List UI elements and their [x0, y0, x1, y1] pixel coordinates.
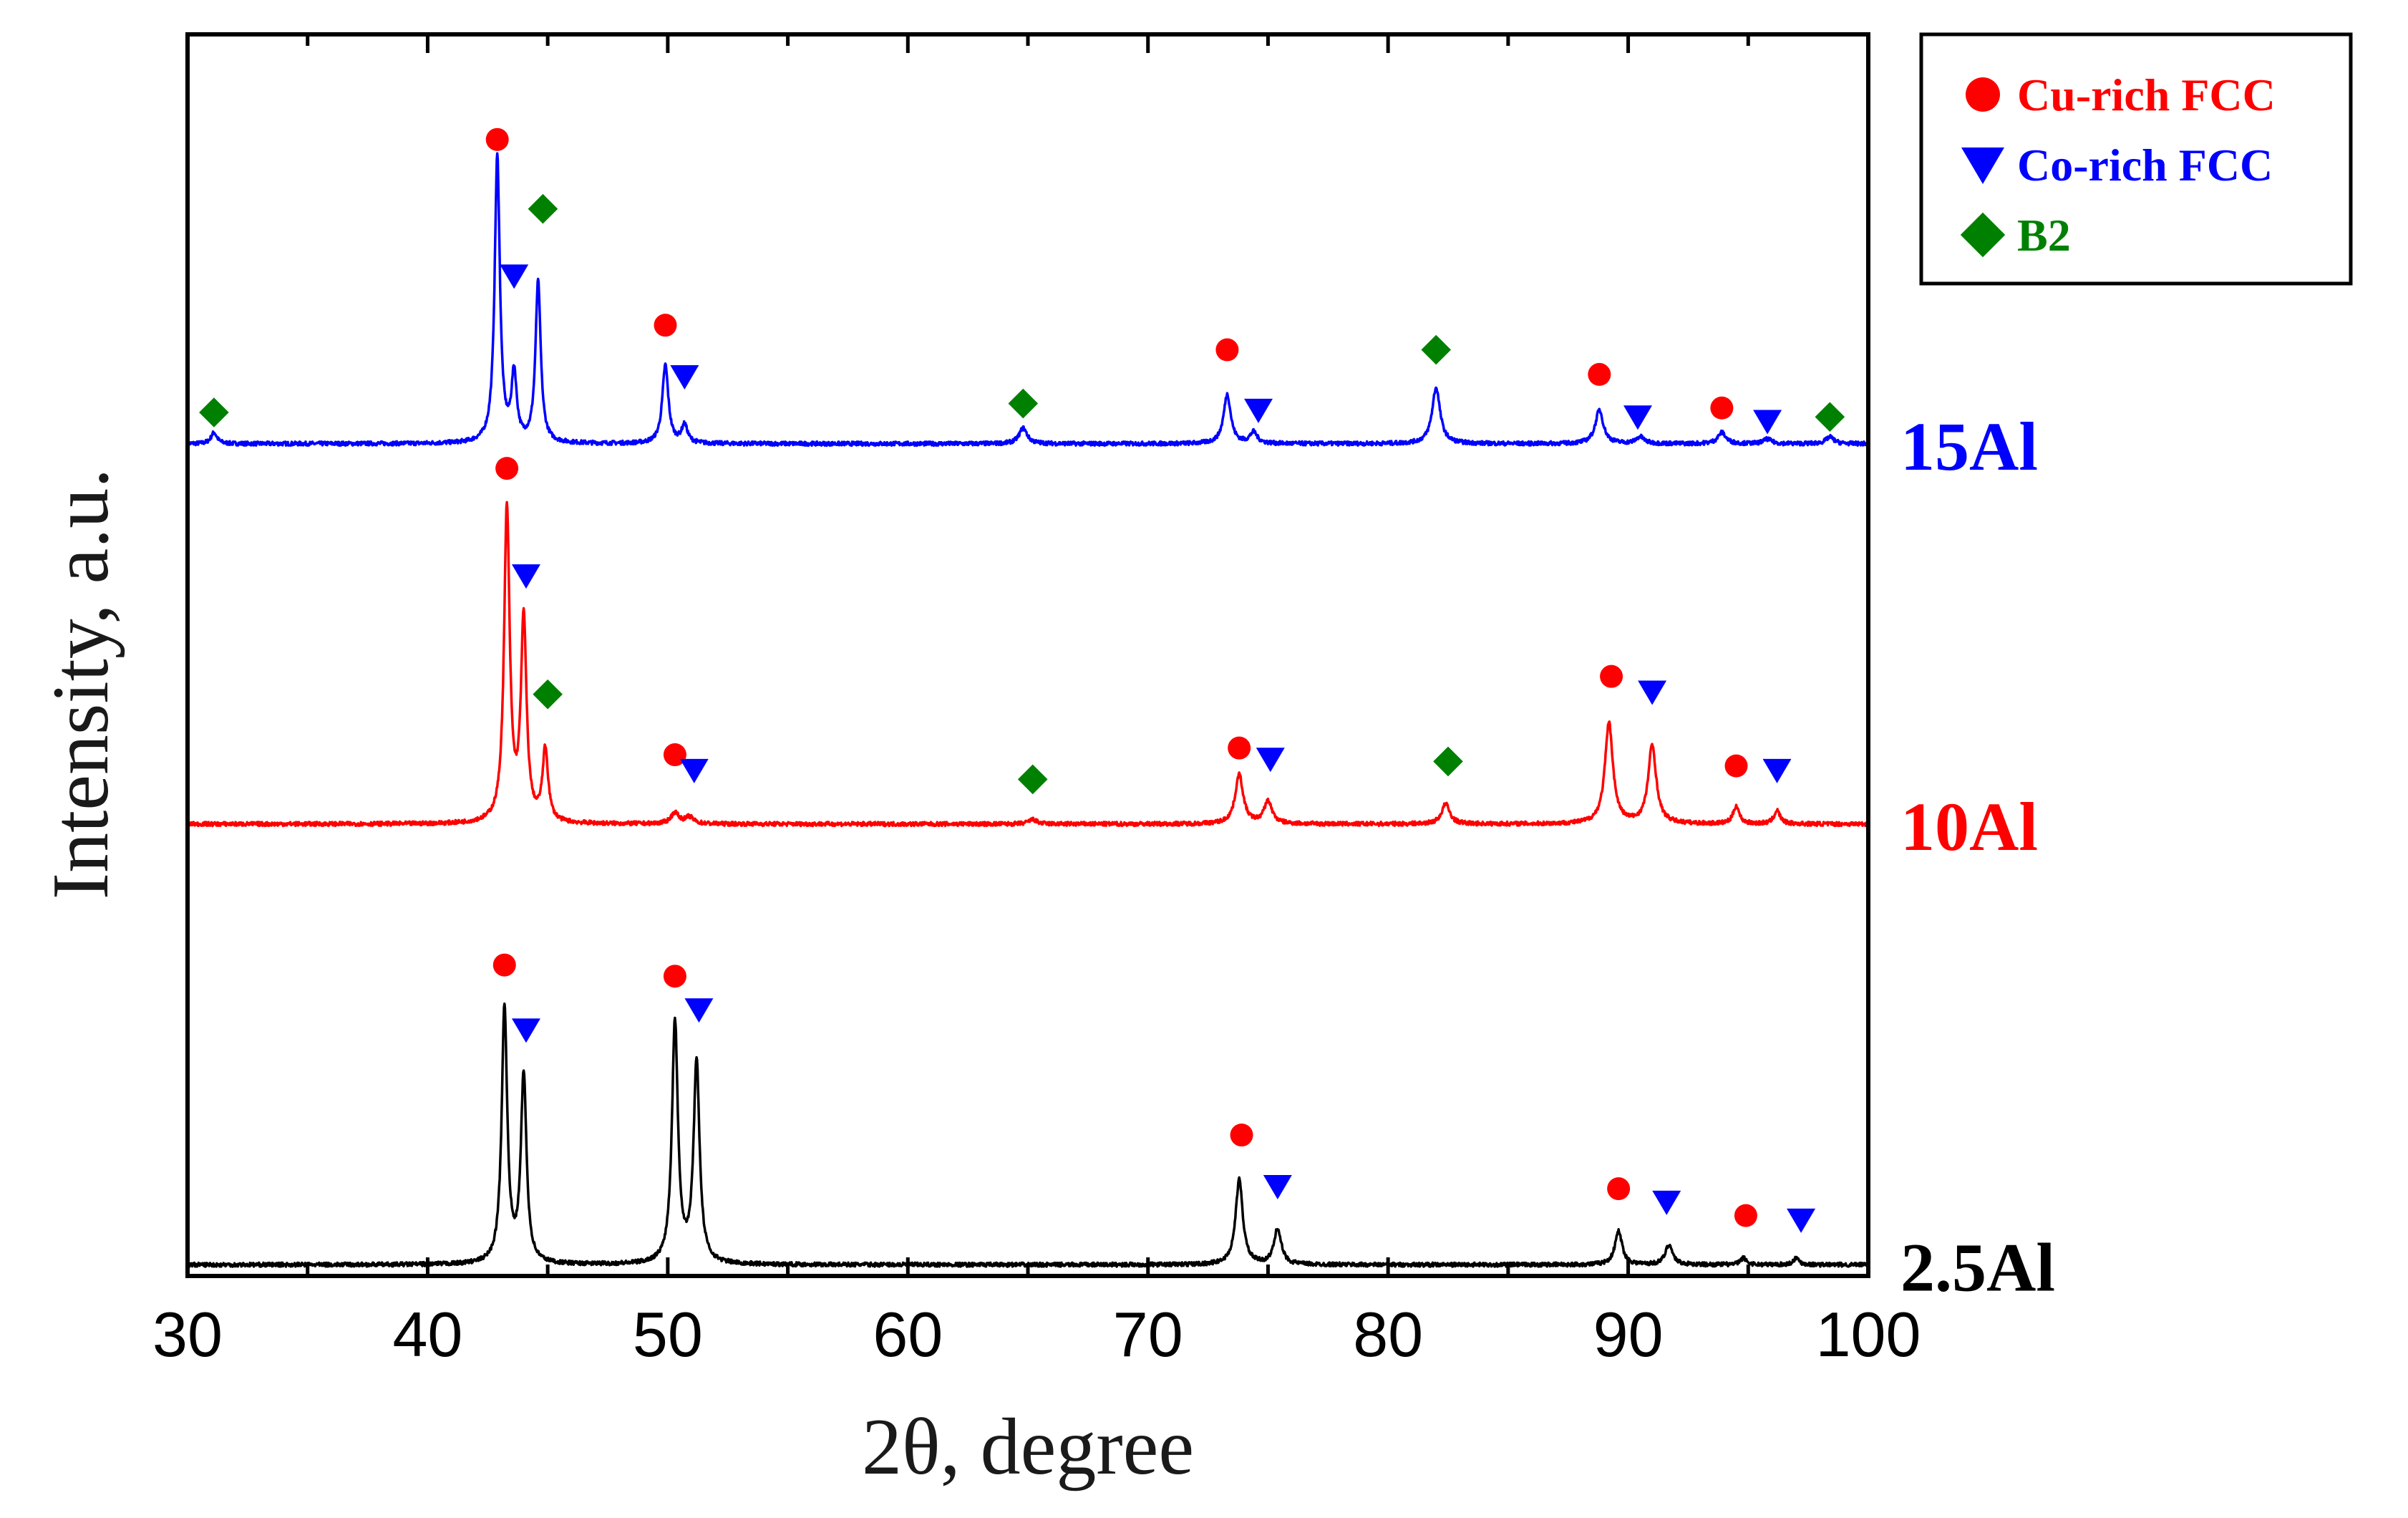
legend-label-cu-rich-fcc: Cu-rich FCC — [2017, 69, 2276, 120]
x-tick-label: 80 — [1353, 1299, 1423, 1370]
phase-marker-2-5al-co-rich-fcc — [1652, 1190, 1681, 1215]
legend-marker-b2 — [1960, 212, 2006, 258]
phase-marker-2-5al-cu-rich-fcc — [1607, 1177, 1631, 1201]
phase-marker-10al-co-rich-fcc — [1762, 758, 1792, 783]
x-tick-label: 60 — [873, 1299, 943, 1370]
phase-marker-2-5al-cu-rich-fcc — [1734, 1204, 1757, 1227]
phase-marker-15al-cu-rich-fcc — [654, 314, 677, 337]
x-tick-label: 90 — [1593, 1299, 1664, 1370]
phase-marker-10al-b2 — [1017, 764, 1048, 795]
phase-marker-15al-b2 — [1421, 334, 1452, 365]
legend-label-co-rich-fcc: Co-rich FCC — [2017, 140, 2273, 190]
phase-marker-10al-co-rich-fcc — [511, 564, 540, 589]
legend-label-b2: B2 — [2017, 210, 2071, 261]
phase-marker-15al-cu-rich-fcc — [1215, 338, 1239, 362]
series-labels: 15Al 10Al 2.5Al — [1900, 408, 2055, 1306]
phase-marker-15al-cu-rich-fcc — [1588, 362, 1611, 386]
x-axis-ticks: 30 40 50 60 70 80 90 100 — [152, 34, 1921, 1370]
series-line-10al — [186, 501, 1870, 828]
series-label-10al: 10Al — [1900, 788, 2038, 865]
phase-marker-15al-b2 — [1815, 402, 1845, 432]
phase-marker-15al-cu-rich-fcc — [485, 127, 509, 151]
phase-marker-15al-b2 — [528, 193, 558, 224]
legend: Cu-rich FCC Co-rich FCC B2 — [1919, 32, 2353, 286]
phase-marker-10al-co-rich-fcc — [679, 758, 709, 783]
phase-marker-15al-co-rich-fcc — [1244, 398, 1273, 423]
phase-marker-2-5al-cu-rich-fcc — [1230, 1123, 1253, 1147]
phase-marker-10al-b2 — [1433, 746, 1463, 777]
phase-marker-10al-co-rich-fcc — [1638, 680, 1667, 705]
phase-marker-10al-cu-rich-fcc — [495, 457, 519, 480]
x-tick-label: 30 — [152, 1299, 223, 1370]
phase-marker-2-5al-co-rich-fcc — [684, 998, 714, 1023]
phase-marker-2-5al-co-rich-fcc — [1263, 1175, 1292, 1200]
phase-marker-10al-cu-rich-fcc — [1228, 736, 1251, 760]
phase-marker-10al-co-rich-fcc — [1256, 748, 1285, 773]
phase-marker-15al-co-rich-fcc — [500, 264, 529, 289]
y-axis-title: Intensity, a.u. — [37, 468, 125, 899]
phase-marker-10al-b2 — [533, 679, 563, 710]
phase-marker-2-5al-co-rich-fcc — [1787, 1208, 1816, 1233]
phase-marker-15al-b2 — [1008, 388, 1039, 419]
phase-marker-10al-cu-rich-fcc — [1600, 664, 1623, 688]
x-tick-label: 100 — [1816, 1299, 1921, 1370]
phase-marker-2-5al-co-rich-fcc — [511, 1018, 540, 1043]
series-line-15al — [186, 152, 1870, 448]
phase-marker-2-5al-cu-rich-fcc — [663, 965, 686, 988]
phase-marker-15al-b2 — [199, 397, 229, 427]
x-tick-label: 70 — [1113, 1299, 1183, 1370]
phase-marker-15al-co-rich-fcc — [670, 365, 699, 390]
series-label-2-5al: 2.5Al — [1900, 1229, 2055, 1305]
phase-marker-10al-cu-rich-fcc — [663, 743, 686, 767]
x-tick-label: 40 — [392, 1299, 462, 1370]
series-label-15al: 15Al — [1900, 408, 2038, 485]
legend-marker-co-rich-fcc — [1961, 148, 2004, 184]
phase-marker-10al-cu-rich-fcc — [1724, 754, 1748, 778]
phase-marker-15al-co-rich-fcc — [1753, 410, 1782, 435]
phase-marker-15al-co-rich-fcc — [1623, 405, 1652, 430]
x-tick-label: 50 — [633, 1299, 703, 1370]
legend-marker-cu-rich-fcc — [1966, 77, 2000, 112]
x-axis-title: 2θ, degree — [862, 1403, 1194, 1492]
phase-marker-2-5al-cu-rich-fcc — [492, 953, 516, 977]
phase-marker-15al-cu-rich-fcc — [1710, 396, 1734, 420]
marker-layer — [199, 127, 1845, 1233]
